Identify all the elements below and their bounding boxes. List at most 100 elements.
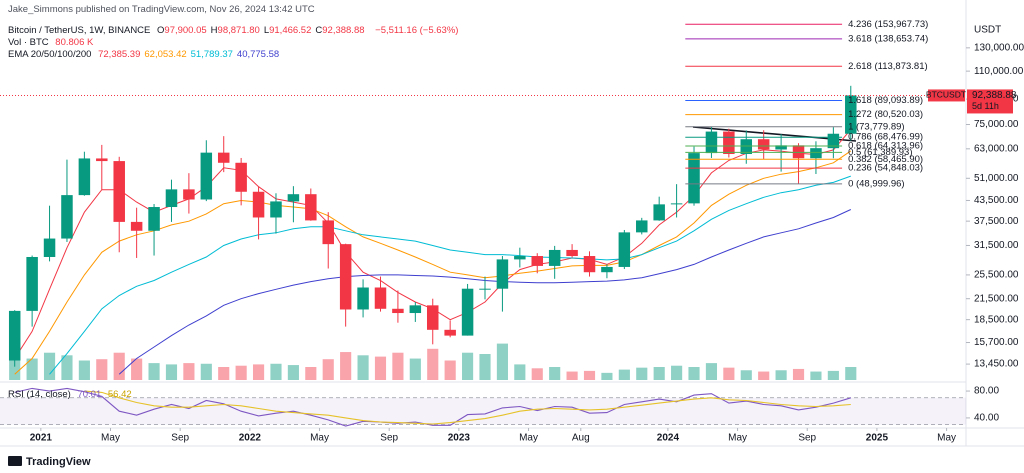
volume-bar bbox=[9, 360, 21, 380]
volume-bar bbox=[549, 367, 561, 380]
rsi-header: RSI (14, close) 70.01 56.42 bbox=[8, 389, 136, 400]
volume-bar bbox=[252, 364, 265, 380]
volume-bar bbox=[113, 352, 125, 380]
volume-bar bbox=[636, 367, 648, 380]
fib-label: 0 (48,999.96) bbox=[848, 178, 905, 189]
volume-bar bbox=[148, 363, 160, 380]
candle-body bbox=[148, 207, 160, 231]
candle-body bbox=[792, 145, 805, 159]
candle-body bbox=[322, 220, 334, 245]
y-tick-label: 25,500.00 bbox=[974, 270, 1019, 281]
volume-bar bbox=[583, 370, 596, 380]
ohlc-key: O bbox=[157, 25, 165, 36]
fib-label: 1.618 (89,093.89) bbox=[848, 95, 923, 106]
candle-body bbox=[705, 131, 718, 154]
volume-bar bbox=[200, 363, 212, 380]
volume-bar bbox=[218, 367, 230, 380]
x-tick-label: 2024 bbox=[657, 433, 680, 444]
volume-bar bbox=[357, 355, 369, 380]
volume-bar bbox=[43, 352, 56, 380]
volume-bar bbox=[792, 368, 805, 380]
candle-body bbox=[461, 288, 474, 336]
volume-value: 80.806 K bbox=[55, 37, 94, 48]
volume-bar bbox=[810, 371, 822, 380]
ohlc-key: L bbox=[263, 25, 270, 36]
ohlc-key: H bbox=[210, 25, 218, 36]
price-tag bbox=[967, 89, 1013, 114]
volume-header: Vol · BTC 80.806 K bbox=[8, 37, 97, 48]
fib-label: 1 (73,779.89) bbox=[848, 121, 905, 132]
price-tag-value: 92,388.88 bbox=[972, 90, 1017, 101]
candle-body bbox=[688, 153, 700, 204]
volume-bar bbox=[322, 359, 334, 380]
candle-body bbox=[496, 259, 509, 289]
volume-bar bbox=[374, 356, 387, 380]
x-tick-label: 2023 bbox=[448, 433, 471, 444]
candle-body bbox=[392, 308, 404, 314]
x-tick-label: 2021 bbox=[30, 433, 53, 444]
candle-body bbox=[26, 256, 38, 311]
x-tick-label: May bbox=[937, 433, 956, 444]
fib-label: 0.236 (54,848.03) bbox=[848, 163, 923, 174]
candle-body bbox=[61, 195, 73, 239]
volume-bar bbox=[514, 364, 526, 380]
volume-bar bbox=[78, 360, 90, 380]
fib-label: 0.382 (58,465.90) bbox=[848, 154, 923, 165]
y-tick-label: 43,500.00 bbox=[974, 195, 1019, 206]
volume-bar bbox=[305, 367, 317, 380]
fib-label: 0.618 (64,313.96) bbox=[848, 140, 923, 151]
y-tick-label: 13,450.00 bbox=[974, 359, 1019, 370]
y-tick-label: 51,000.00 bbox=[974, 173, 1019, 184]
x-tick-label: 2022 bbox=[239, 433, 262, 444]
y-tick-label: 75,000.00 bbox=[974, 119, 1019, 130]
ema-label: EMA 20/50/100/200 bbox=[8, 49, 92, 60]
fib-label: 1.272 (80,520.03) bbox=[848, 109, 923, 120]
volume-bar bbox=[758, 371, 770, 380]
candle-body bbox=[78, 158, 91, 196]
candle-body bbox=[200, 152, 213, 200]
y-tick-label: 40.00 bbox=[974, 413, 999, 424]
y-tick-label: 80.00 bbox=[974, 386, 999, 397]
candle-body bbox=[426, 305, 439, 330]
candle-body bbox=[479, 288, 491, 290]
volume-bar bbox=[705, 363, 718, 380]
candle-body bbox=[287, 194, 300, 202]
price-tag-countdown: 5d 11h bbox=[972, 101, 999, 111]
candle-body bbox=[444, 329, 456, 336]
volume-bar bbox=[409, 358, 421, 380]
volume-bar bbox=[427, 348, 439, 380]
candle-body bbox=[305, 194, 317, 221]
candle-body bbox=[723, 131, 735, 155]
fib-label: 2.618 (113,873.81) bbox=[848, 61, 928, 72]
x-tick-label: Aug bbox=[572, 433, 590, 444]
candle-body bbox=[566, 249, 578, 257]
candle-body bbox=[845, 95, 857, 134]
rsi-line bbox=[14, 387, 851, 427]
y-tick-label: 63,000.00 bbox=[974, 143, 1019, 154]
volume-bar bbox=[671, 365, 683, 380]
candle-body bbox=[409, 305, 422, 314]
x-tick-label: 2025 bbox=[866, 433, 889, 444]
candle-body bbox=[757, 139, 770, 150]
candle-body bbox=[357, 287, 369, 310]
ohlc-value: 97,900.05 bbox=[164, 25, 207, 36]
volume-bar bbox=[845, 367, 857, 380]
change: −5,511.16 (−5.63%) bbox=[375, 25, 459, 36]
volume-bar bbox=[26, 358, 38, 380]
y-tick-label: 15,700.00 bbox=[974, 337, 1019, 348]
candle-body bbox=[217, 152, 230, 163]
volume-bar bbox=[740, 370, 752, 380]
candle-body bbox=[601, 266, 613, 273]
candle-body bbox=[165, 189, 178, 208]
volume-bar bbox=[688, 367, 700, 380]
candle-body bbox=[339, 244, 352, 310]
x-tick-label: Sep bbox=[171, 433, 189, 444]
axis-unit: USDT bbox=[974, 25, 1001, 36]
candle-body bbox=[43, 238, 56, 257]
volume-bar bbox=[496, 343, 508, 380]
candle-body bbox=[514, 256, 526, 260]
volume-bar bbox=[479, 354, 491, 380]
